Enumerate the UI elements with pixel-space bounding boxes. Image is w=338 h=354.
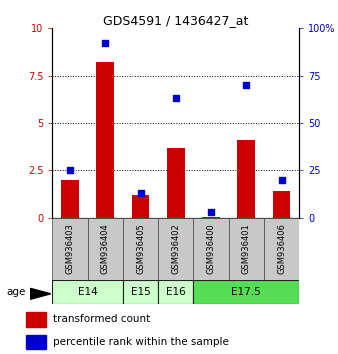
- Bar: [158, 280, 193, 304]
- Bar: [52, 218, 88, 280]
- Text: GSM936403: GSM936403: [66, 223, 74, 274]
- Point: [208, 209, 214, 215]
- Point: [67, 167, 73, 173]
- Text: GSM936404: GSM936404: [101, 223, 110, 274]
- Point: [138, 190, 143, 196]
- Bar: [123, 280, 158, 304]
- Point: [173, 96, 178, 101]
- Point: [244, 82, 249, 88]
- Text: E17.5: E17.5: [232, 287, 261, 297]
- Bar: [264, 218, 299, 280]
- Bar: [26, 313, 46, 326]
- Bar: [228, 218, 264, 280]
- Bar: [193, 218, 228, 280]
- Bar: [61, 180, 79, 218]
- Text: GSM936402: GSM936402: [171, 223, 180, 274]
- Title: GDS4591 / 1436427_at: GDS4591 / 1436427_at: [103, 14, 248, 27]
- Text: GSM936400: GSM936400: [207, 223, 216, 274]
- Text: percentile rank within the sample: percentile rank within the sample: [53, 337, 229, 347]
- Bar: [96, 62, 114, 218]
- Bar: [123, 218, 158, 280]
- Text: GSM936406: GSM936406: [277, 223, 286, 274]
- Bar: [167, 148, 185, 218]
- Text: E14: E14: [78, 287, 98, 297]
- Polygon shape: [30, 289, 51, 299]
- Text: GSM936405: GSM936405: [136, 223, 145, 274]
- Bar: [52, 280, 123, 304]
- Bar: [273, 191, 290, 218]
- Bar: [132, 195, 149, 218]
- Bar: [193, 280, 299, 304]
- Text: GSM936401: GSM936401: [242, 223, 251, 274]
- Text: E16: E16: [166, 287, 186, 297]
- Text: age: age: [7, 287, 26, 297]
- Text: transformed count: transformed count: [53, 314, 151, 325]
- Bar: [88, 218, 123, 280]
- Point: [279, 177, 284, 183]
- Bar: [202, 217, 220, 218]
- Bar: [237, 140, 255, 218]
- Text: E15: E15: [130, 287, 150, 297]
- Bar: [158, 218, 193, 280]
- Bar: [26, 335, 46, 349]
- Point: [102, 41, 108, 46]
